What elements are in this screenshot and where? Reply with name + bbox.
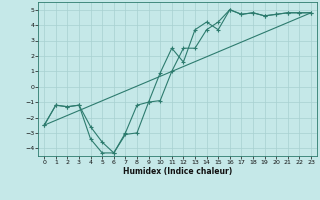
X-axis label: Humidex (Indice chaleur): Humidex (Indice chaleur) [123,167,232,176]
